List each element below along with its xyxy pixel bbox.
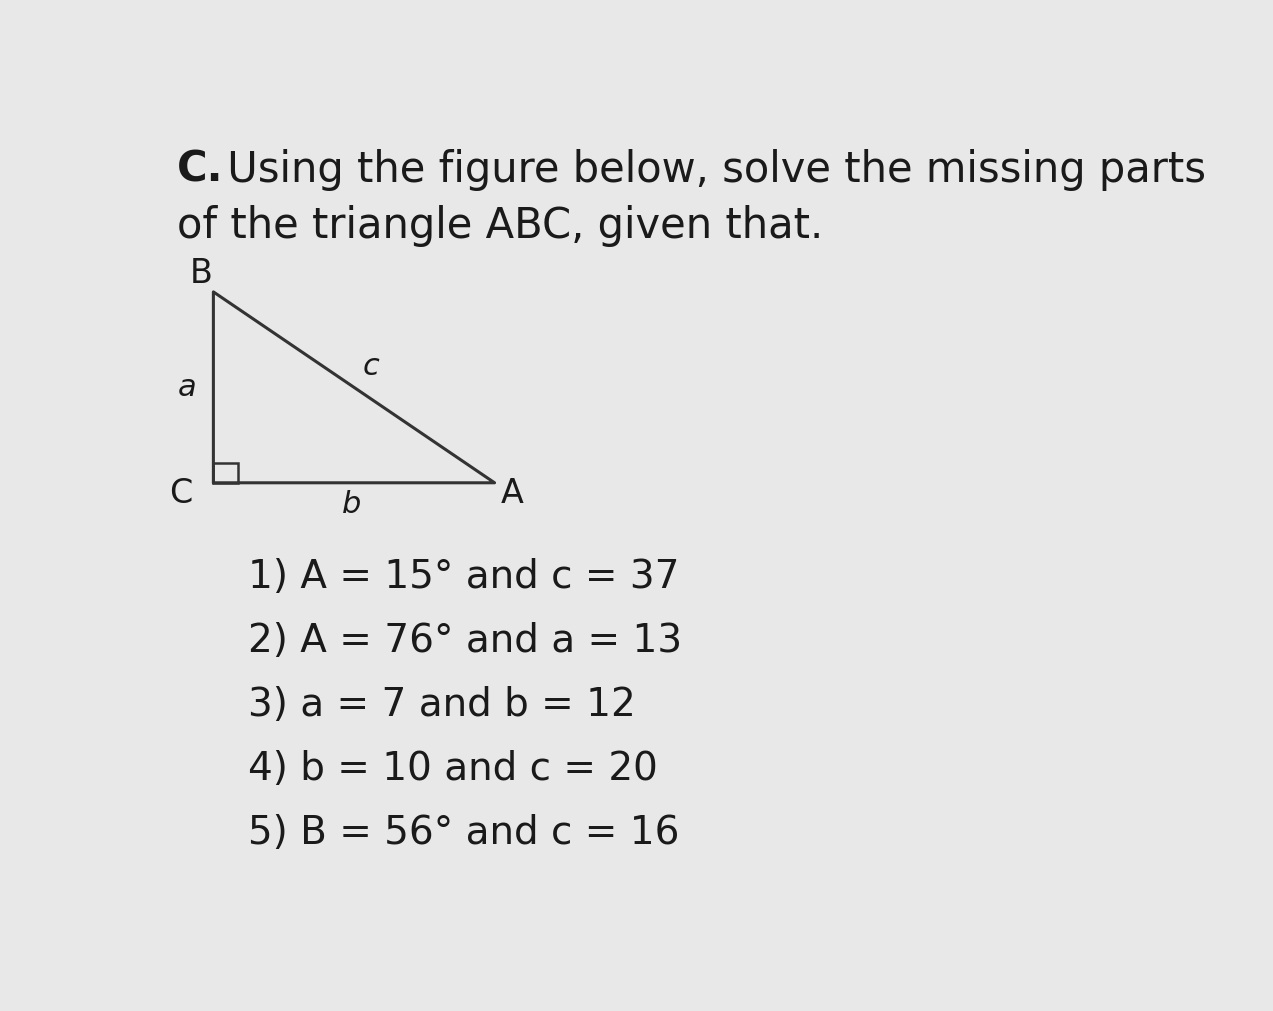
Text: 5) B = 56° and c = 16: 5) B = 56° and c = 16 xyxy=(248,813,680,851)
Text: of the triangle ABC, given that.: of the triangle ABC, given that. xyxy=(177,204,824,247)
Text: C: C xyxy=(169,476,192,510)
Bar xyxy=(214,464,238,483)
Text: Using the figure below, solve the missing parts: Using the figure below, solve the missin… xyxy=(214,149,1207,190)
Text: 3) a = 7 and b = 12: 3) a = 7 and b = 12 xyxy=(248,685,635,724)
Text: 4) b = 10 and c = 20: 4) b = 10 and c = 20 xyxy=(248,749,658,788)
Text: C.: C. xyxy=(177,149,223,190)
Text: A: A xyxy=(500,476,523,510)
Text: 2) A = 76° and a = 13: 2) A = 76° and a = 13 xyxy=(248,622,682,659)
Text: B: B xyxy=(190,257,213,289)
Text: b: b xyxy=(342,490,362,519)
Text: 1) A = 15° and c = 37: 1) A = 15° and c = 37 xyxy=(248,558,680,595)
Text: c: c xyxy=(363,352,379,381)
Text: a: a xyxy=(177,373,196,402)
